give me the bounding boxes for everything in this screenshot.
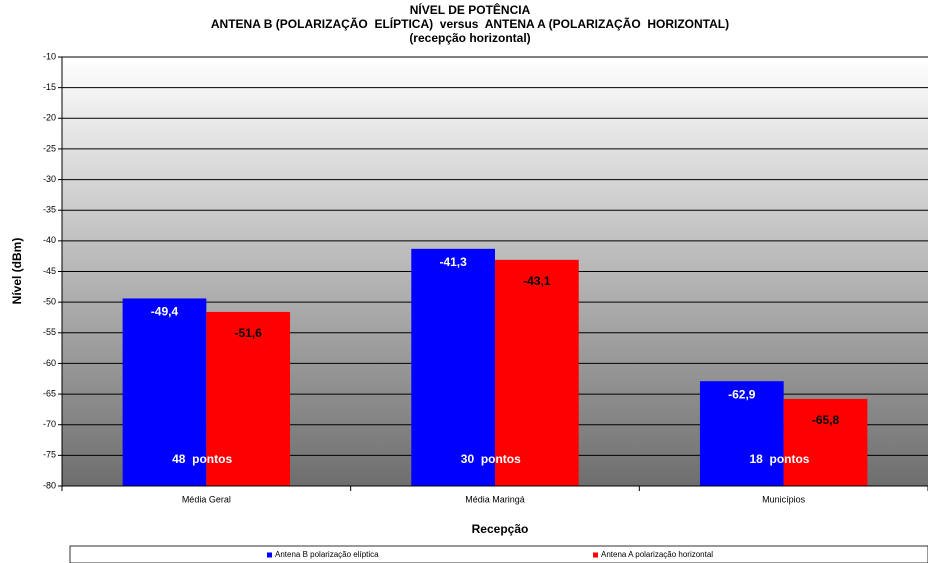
legend-label: Antena A polarização horizontal — [601, 550, 713, 559]
y-tick-label: -10 — [43, 51, 56, 61]
y-axis-title: Nível (dBm) — [10, 238, 24, 305]
bar — [411, 248, 495, 486]
x-axis-title: Recepção — [472, 522, 529, 536]
y-tick-label: -60 — [43, 358, 56, 368]
annotation: 30 pontos — [461, 452, 521, 466]
y-tick-label: -45 — [43, 266, 56, 276]
bar — [699, 381, 784, 486]
y-tick-label: -55 — [43, 327, 56, 337]
bar — [783, 398, 868, 486]
chart-title: ANTENA B (POLARIZAÇÃO ELÍPTICA) versus A… — [211, 16, 729, 31]
value-label: -49,4 — [151, 305, 179, 319]
y-tick-label: -70 — [43, 419, 56, 429]
legend-label: Antena B polarização elíptica — [275, 550, 379, 559]
chart-subtitle: (recepção horizontal) — [409, 31, 530, 45]
legend-swatch — [593, 552, 598, 558]
x-tick-label: Média Maringá — [465, 494, 525, 504]
x-tick-label: Média Geral — [182, 494, 231, 504]
y-tick-label: -80 — [43, 480, 56, 490]
annotation: 18 pontos — [749, 452, 809, 466]
y-tick-label: -25 — [43, 143, 56, 153]
value-label: -43,1 — [523, 274, 551, 288]
y-tick-label: -65 — [43, 388, 56, 398]
bar — [495, 259, 579, 486]
bar — [206, 311, 291, 486]
y-tick-label: -75 — [43, 450, 56, 460]
y-tick-label: -30 — [43, 174, 56, 184]
x-tick-label: Municípios — [762, 494, 806, 504]
chart-title: NÍVEL DE POTÊNCIA — [410, 2, 531, 17]
y-tick-label: -50 — [43, 297, 56, 307]
y-tick-label: -15 — [43, 82, 56, 92]
annotation: 48 pontos — [172, 452, 232, 466]
legend-swatch — [267, 552, 272, 558]
y-tick-label: -35 — [43, 205, 56, 215]
y-tick-label: -20 — [43, 113, 56, 123]
bar — [122, 298, 207, 486]
value-label: -51,6 — [235, 326, 263, 340]
value-label: -65,8 — [812, 413, 840, 427]
legend-box — [69, 545, 928, 563]
value-label: -62,9 — [728, 387, 756, 401]
y-tick-label: -40 — [43, 235, 56, 245]
value-label: -41,3 — [439, 255, 467, 269]
